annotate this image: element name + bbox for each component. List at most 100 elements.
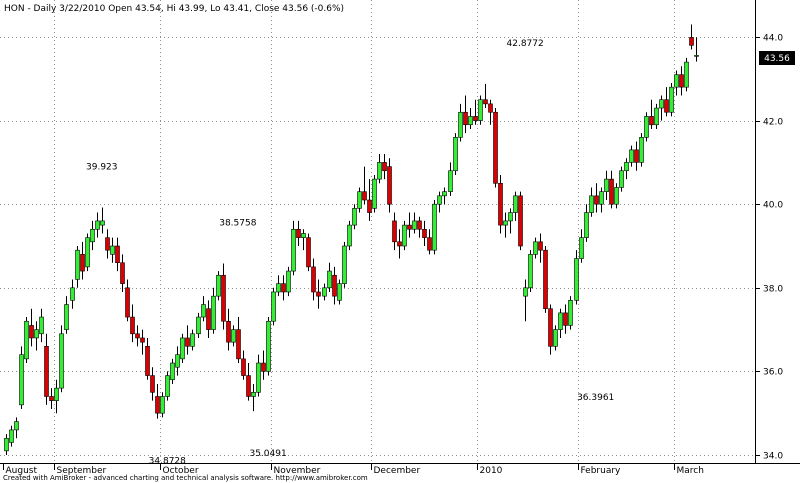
candle-body: [95, 220, 100, 230]
candle-body: [609, 178, 614, 205]
candle: [442, 187, 447, 205]
candle: [115, 237, 120, 272]
candle: [599, 187, 604, 213]
candle: [488, 99, 493, 125]
candle: [29, 308, 34, 347]
candle: [392, 212, 397, 251]
candle: [513, 191, 518, 221]
candle-body: [624, 162, 629, 172]
candle-body: [59, 333, 64, 389]
candle: [4, 434, 9, 455]
candle-body: [599, 191, 604, 205]
price-annotation: 36.3961: [577, 393, 614, 403]
candle: [236, 317, 241, 364]
candle-body: [64, 304, 69, 330]
candle-body: [120, 262, 125, 284]
candle: [90, 220, 95, 251]
candle-body: [669, 86, 674, 113]
candle-body: [392, 220, 397, 243]
candle: [664, 87, 669, 117]
candle-body: [54, 387, 59, 401]
candle-body: [19, 354, 24, 406]
candle: [296, 220, 301, 246]
candle-body: [442, 191, 447, 197]
candle: [347, 220, 352, 251]
candle-body: [342, 245, 347, 284]
candle-body: [332, 274, 337, 297]
candle-body: [100, 220, 105, 226]
candle-body: [664, 99, 669, 113]
candle-body: [548, 308, 553, 347]
candle: [478, 95, 483, 125]
candle-body: [241, 358, 246, 376]
candle: [432, 200, 437, 255]
candle-body: [135, 333, 140, 339]
candle: [311, 258, 316, 301]
candle: [125, 279, 130, 322]
candle: [412, 212, 417, 234]
candle: [493, 108, 498, 188]
candle: [306, 233, 311, 272]
candle: [639, 133, 644, 167]
candle: [644, 112, 649, 142]
candle: [201, 296, 206, 322]
candle-body: [417, 220, 422, 230]
candle-body: [468, 116, 473, 126]
candle-body: [584, 212, 589, 238]
x-tick-label: November: [274, 466, 321, 476]
candle: [286, 266, 291, 297]
candle-layer: [4, 24, 699, 455]
candle-body: [579, 237, 584, 259]
candle-body: [362, 191, 367, 201]
candle: [342, 241, 347, 288]
chart-footer: Created with AmiBroker - advanced charti…: [3, 474, 368, 482]
candle-body: [448, 170, 453, 192]
candle: [281, 275, 286, 301]
candle-body: [190, 333, 195, 347]
candle-body: [604, 178, 609, 192]
candle: [180, 333, 185, 364]
candle: [614, 183, 619, 209]
candle-body: [649, 116, 654, 126]
candle-body: [357, 191, 362, 209]
candle-body: [483, 99, 488, 105]
candle: [518, 191, 523, 251]
candle-body: [619, 170, 624, 188]
price-annotation: 38.5758: [219, 219, 256, 229]
candle: [256, 354, 261, 397]
candle-body: [175, 354, 180, 368]
y-tick-label: 34.0: [763, 452, 783, 462]
candle: [44, 333, 49, 405]
candle: [357, 187, 362, 213]
candle-body: [85, 237, 90, 268]
y-axis: 34.0 36.0 38.0 40.0 42.0 44.0: [755, 34, 783, 462]
candle-body: [150, 375, 155, 393]
candle: [372, 174, 377, 213]
candle: [70, 279, 75, 309]
candle: [437, 191, 442, 213]
candle-body: [125, 287, 130, 318]
candle: [49, 388, 54, 410]
candle-body: [473, 116, 478, 121]
candle: [130, 304, 135, 343]
candle-body: [503, 220, 508, 226]
candle-body: [553, 329, 558, 347]
candle: [624, 158, 629, 180]
candle-body: [39, 316, 44, 335]
candle: [579, 229, 584, 263]
candle: [407, 212, 412, 238]
candle-body: [261, 362, 266, 372]
candle-body: [614, 187, 619, 205]
last-price-label: 43.56: [764, 54, 790, 64]
candle-body: [453, 137, 458, 172]
candle-body: [185, 337, 190, 347]
candle: [80, 241, 85, 280]
price-annotation: 34.8728: [149, 457, 186, 467]
candle-body: [407, 224, 412, 230]
candle-body: [4, 437, 9, 452]
candle-body: [291, 228, 296, 272]
candle-body: [226, 320, 231, 343]
candle-body: [256, 362, 261, 393]
candle-body: [508, 212, 513, 222]
